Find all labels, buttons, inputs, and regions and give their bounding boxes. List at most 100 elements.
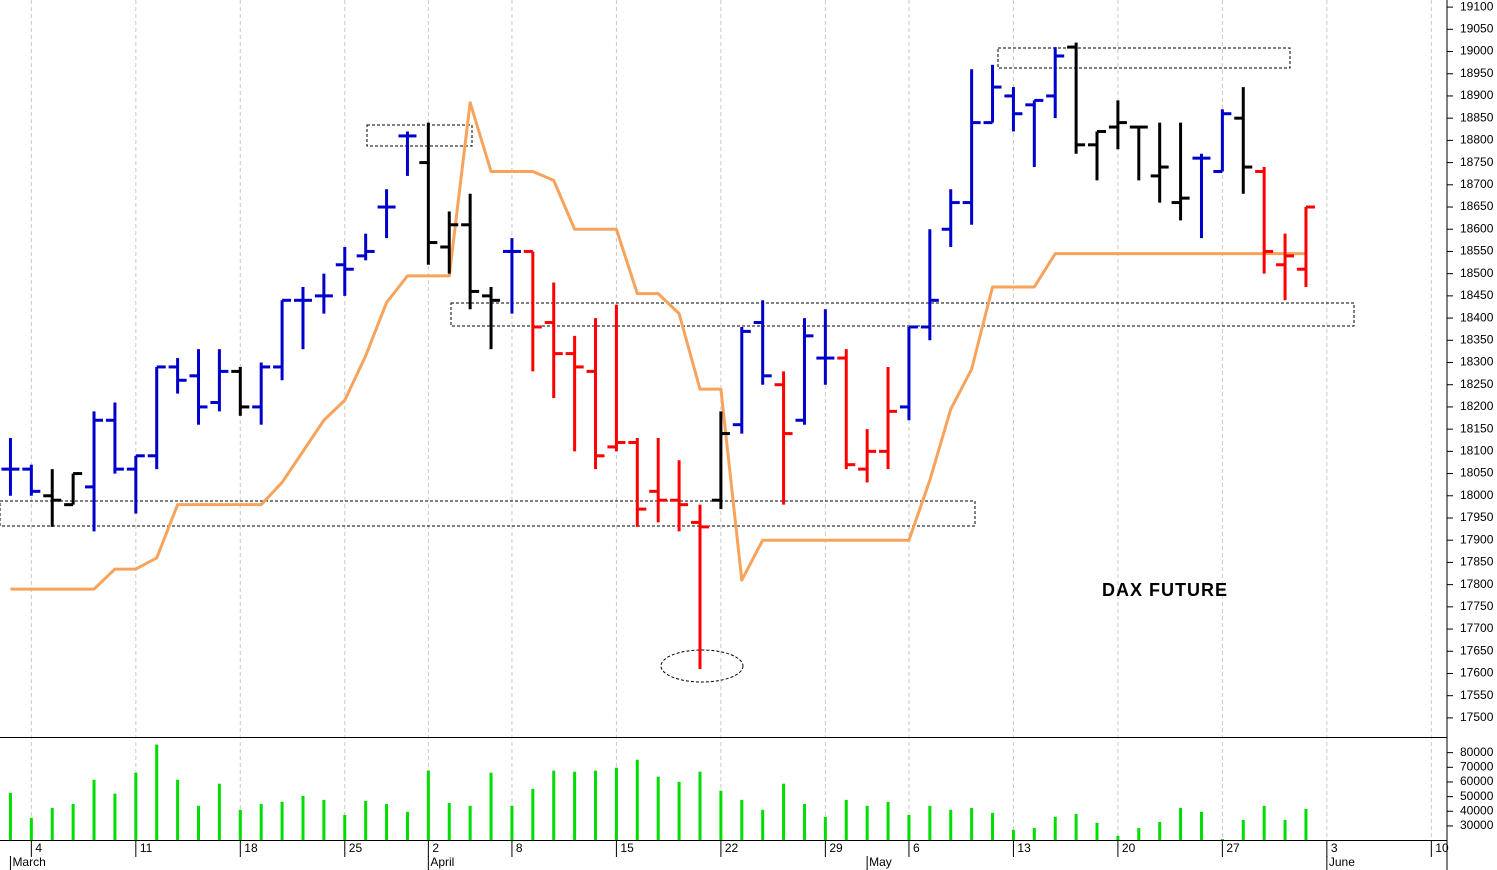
y-tick-label: 18900 bbox=[1460, 88, 1494, 102]
y-tick-label: 17800 bbox=[1460, 577, 1494, 591]
zone-box bbox=[450, 302, 1355, 327]
volume-bar bbox=[92, 779, 96, 840]
volume-bar bbox=[991, 812, 995, 840]
volume-bar bbox=[1283, 819, 1287, 840]
volume-bar bbox=[844, 799, 848, 840]
volume-bar bbox=[259, 803, 263, 840]
volume-bar bbox=[489, 772, 493, 840]
y-tick-label: 18000 bbox=[1460, 488, 1494, 502]
y-tick-label: 17950 bbox=[1460, 510, 1494, 524]
y-tick-label: 18250 bbox=[1460, 377, 1494, 391]
volume-bar bbox=[573, 771, 577, 840]
volume-bar bbox=[405, 811, 409, 840]
volume-bar bbox=[614, 767, 618, 840]
volume-bar bbox=[782, 783, 786, 840]
zone-box bbox=[366, 124, 473, 147]
y-tick-label: 17650 bbox=[1460, 643, 1494, 657]
y-tick-label: 18700 bbox=[1460, 177, 1494, 191]
volume-bar bbox=[1074, 813, 1078, 840]
x-tick-label: 25 bbox=[349, 841, 363, 855]
y-tick-label: 18450 bbox=[1460, 288, 1494, 302]
volume-bar bbox=[510, 805, 514, 840]
x-tick-label: 29 bbox=[829, 841, 843, 855]
x-tick-label: 8 bbox=[516, 841, 523, 855]
volume-bar bbox=[928, 805, 932, 840]
volume-bar bbox=[656, 776, 660, 840]
y-tick-label: 18200 bbox=[1460, 399, 1494, 413]
y-tick-label: 19000 bbox=[1460, 44, 1494, 58]
y-tick-label: 18300 bbox=[1460, 355, 1494, 369]
trend-line bbox=[10, 101, 1306, 591]
month-label: June bbox=[1329, 855, 1355, 869]
plot bbox=[1, 42, 1315, 840]
volume-bar bbox=[698, 771, 702, 840]
y-tick-label: 18150 bbox=[1460, 421, 1494, 435]
x-tick-label: 11 bbox=[140, 841, 153, 855]
y-tick-label: 18850 bbox=[1460, 110, 1494, 124]
annotations bbox=[0, 47, 1355, 683]
chart-title: DAX FUTURE bbox=[1102, 580, 1228, 600]
volume-bar bbox=[594, 770, 598, 840]
y-tick-label: 18800 bbox=[1460, 133, 1494, 147]
volume-bar bbox=[1241, 819, 1245, 840]
y-tick-label: 19050 bbox=[1460, 21, 1494, 35]
volume-bar bbox=[468, 805, 472, 840]
y-tick-label: 18750 bbox=[1460, 155, 1494, 169]
y-tick-label: 30000 bbox=[1460, 818, 1494, 832]
volume-bar bbox=[385, 803, 389, 840]
volume-bar bbox=[1137, 827, 1141, 840]
month-label: March bbox=[12, 855, 45, 869]
volume-bar bbox=[907, 814, 911, 840]
volume-bar bbox=[155, 744, 159, 840]
x-tick-label: 15 bbox=[620, 841, 634, 855]
volume-bar bbox=[865, 805, 869, 840]
x-tick-label: 10 bbox=[1435, 841, 1449, 855]
volume-bar bbox=[176, 779, 180, 840]
volume-bar bbox=[1262, 805, 1266, 840]
volume-bar bbox=[71, 803, 75, 840]
y-tick-label: 18050 bbox=[1460, 466, 1494, 480]
y-tick-label: 19100 bbox=[1460, 0, 1494, 13]
x-tick-label: 18 bbox=[244, 841, 258, 855]
x-tick-label: 2 bbox=[432, 841, 439, 855]
x-tick-label: 4 bbox=[35, 841, 42, 855]
y-tick-label: 17850 bbox=[1460, 555, 1494, 569]
volume-bar bbox=[823, 816, 827, 840]
y-tick-label: 18600 bbox=[1460, 221, 1494, 235]
y-tick-label: 18400 bbox=[1460, 310, 1494, 324]
y-tick-label: 17600 bbox=[1460, 666, 1494, 680]
volume-bar bbox=[1053, 816, 1057, 840]
volume-bar bbox=[552, 770, 556, 840]
y-tick-label: 60000 bbox=[1460, 774, 1494, 788]
volume-bar bbox=[447, 802, 451, 840]
y-tick-label: 50000 bbox=[1460, 789, 1494, 803]
y-tick-label: 18950 bbox=[1460, 66, 1494, 80]
x-tick-label: 3 bbox=[1331, 841, 1338, 855]
volume-bar bbox=[1011, 829, 1015, 840]
volume-bar bbox=[635, 759, 639, 840]
x-tick-label: 13 bbox=[1017, 841, 1031, 855]
volume-bar bbox=[802, 803, 806, 840]
volume-bar bbox=[217, 783, 221, 840]
volume-bar bbox=[301, 795, 305, 840]
y-tick-label: 17700 bbox=[1460, 621, 1494, 635]
month-label: April bbox=[430, 855, 454, 869]
volume-bar bbox=[113, 793, 117, 840]
volume-bar bbox=[364, 800, 368, 840]
volume-bar bbox=[677, 781, 681, 840]
x-tick-label: 6 bbox=[913, 841, 920, 855]
y-tick-label: 18500 bbox=[1460, 266, 1494, 280]
volume-bar bbox=[1304, 808, 1308, 840]
volume-bar bbox=[1032, 827, 1036, 840]
volume-bar bbox=[322, 799, 326, 840]
volume-bar bbox=[1220, 838, 1224, 840]
x-tick-label: 22 bbox=[725, 841, 739, 855]
y-tick-label: 17750 bbox=[1460, 599, 1494, 613]
volume-bar bbox=[740, 799, 744, 840]
volume-bar bbox=[949, 809, 953, 840]
volume-bar bbox=[238, 809, 242, 840]
y-tick-label: 40000 bbox=[1460, 803, 1494, 817]
volume-bar bbox=[1158, 821, 1162, 840]
y-tick-label: 17550 bbox=[1460, 688, 1494, 702]
